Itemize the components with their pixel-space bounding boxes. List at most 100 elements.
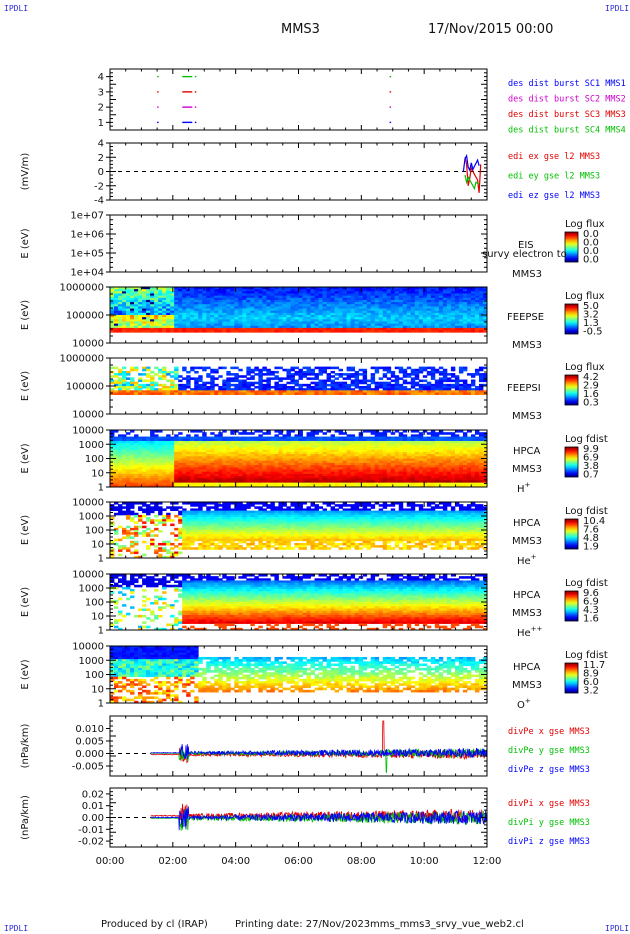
corner-label-top-right: IPDLI [605,4,630,13]
plot-title-date: 17/Nov/2015 00:00 [428,22,554,37]
y-tick-label: 4 [98,72,104,83]
panel-divpi [110,803,488,831]
spacecraft-label: MMS3 [512,464,542,475]
panel-hpca_hepp-labels: HPCA MMS3 He++ [512,590,543,639]
y-tick-label: 100000 [66,382,104,393]
x-minor-ticks [109,215,488,272]
colorbar-tick-label: 1.6 [583,389,599,400]
legend-entry: des dist burst SC2 MMS2 [508,95,626,105]
legend-entry: divPe x gse MMS3 [508,727,590,737]
colorbar-gradient [564,590,579,622]
species-label: He+ [517,553,537,567]
instrument-label: FEEPSI [507,383,541,394]
legend-entry: des dist burst SC3 MMS3 [508,110,626,120]
panel-edi [110,153,487,193]
y-tick-label: 0.02 [82,789,104,800]
spacecraft-label: MMS3 [512,536,542,547]
legend-entry: divPi z gse MMS3 [508,837,590,847]
x-minor-ticks [109,788,488,847]
x-minor-ticks [109,69,488,130]
burst-mark [389,75,392,78]
y-tick-label: 10 [91,612,104,623]
overlay-label: survy electron to [482,249,567,260]
instrument-label: HPCA [513,518,541,529]
y-tick-label: 0.000 [75,749,104,760]
colorbar-tick-label: 3.8 [583,461,599,472]
panel-side-ticks [110,787,487,848]
x-tick-label: 06:00 [284,856,313,867]
panel-side-ticks [110,645,487,704]
panel-side-ticks [110,573,487,631]
panel-divpi-legend: divPi x gse MMS3 divPi y gse MMS3 divPi z … [508,799,590,847]
panel-hpca_h-y-ticks: 10000 1000 100 10 1 [72,426,110,494]
spacecraft-label: MMS3 [512,680,542,691]
corner-label-bottom-right: IPDLI [605,924,630,933]
colorbar-tick-label: 8.9 [583,669,599,680]
y-tick-label: 1000 [79,656,104,667]
panel-feepse [110,287,488,333]
colorbar-tick-label: 0.0 [583,246,599,257]
species-label: O+ [517,697,531,711]
panel-hpca_he [110,502,488,559]
y-tick-label: 0.010 [75,724,104,735]
panel-divpe [110,720,488,773]
colorbar-tick-label: 11.7 [583,660,605,671]
colorbar-tick-label: 1.3 [583,318,599,329]
colorbar-title: Log fdist [565,578,608,589]
panel-feepsi-labels: FEEPSI MMS3 [507,383,542,422]
x-tick-label: 10:00 [410,856,439,867]
y-tick-label: 10 [91,684,104,695]
legend-entry: des dist burst SC4 MMS4 [508,126,626,136]
x-tick-label: 12:00 [473,856,502,867]
burst-mark [194,75,197,78]
burst-mark [194,121,197,124]
panel-hpca_h-labels: HPCA MMS3 H+ [512,446,542,495]
panel-hpca_hepp [110,574,488,631]
edi-trace [462,153,480,172]
x-minor-ticks [109,358,488,414]
burst-mark [194,106,197,108]
panel-hpca_he-y-label: E (eV) [20,515,31,545]
colorbar-title: Log fdist [565,434,608,445]
x-tick-label: 08:00 [347,856,376,867]
y-tick-label: 10000 [72,570,104,581]
colorbar-gradient [564,374,579,406]
panel-side-ticks [110,715,487,777]
colorbar-tick-label: 4.8 [583,533,599,544]
legend-entry: edi ey gse l2 MMS3 [508,172,600,182]
y-tick-label: 4 [98,139,104,150]
y-tick-label: 1 [98,118,104,129]
colorbar-tick-label: 6.9 [583,453,599,464]
spacecraft-label: MMS3 [512,411,542,422]
panel-hpca_he-y-ticks: 10000 1000 100 10 1 [72,498,110,565]
colorbar-gradient [564,303,579,335]
x-minor-ticks [109,143,488,200]
x-axis-tick-labels: 00:00 02:00 04:00 06:00 08:00 10:00 12:00 [96,856,502,867]
burst-mark [182,106,193,108]
y-tick-label: 0.01 [82,801,104,812]
div-trace [150,806,488,831]
colorbar-gradient [564,518,579,550]
y-tick-label: 1e+04 [70,268,104,279]
colorbar-title: Log fdist [565,650,608,661]
panel-divpe-frame [109,715,488,777]
y-tick-label: 100 [85,598,104,609]
plot-title-spacecraft: MMS3 [281,22,320,37]
colorbar-tick-label: 0.0 [583,255,599,266]
panel-hpca_he-labels: HPCA MMS3 He+ [512,518,542,567]
panel-hpca_h-y-label: E (eV) [20,443,31,473]
panel-hpca_o-y-ticks: 10000 1000 100 10 1 [72,642,110,710]
y-tick-label: 100 [85,526,104,537]
panel-hpca_hepp-y-label: E (eV) [20,587,31,617]
y-tick-label: 10000 [72,498,104,509]
burst-mark [157,75,159,78]
burst-mark [194,91,197,93]
colorbar-tick-label: -0.5 [583,327,603,338]
colorbar-tick-label: 9.9 [583,444,599,455]
div-trace [150,720,488,764]
corner-label-top-left: IPDLI [4,4,29,13]
colorbar-tick-label: 9.6 [583,588,599,599]
